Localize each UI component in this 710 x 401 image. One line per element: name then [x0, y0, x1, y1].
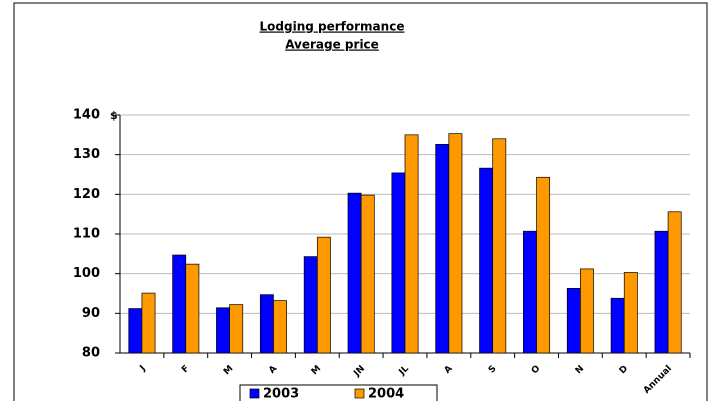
y-tick-label: 120 — [73, 187, 100, 202]
x-tick-label: S — [487, 364, 499, 376]
y-tick-label: 80 — [82, 346, 100, 361]
legend-box — [239, 384, 438, 401]
bar — [229, 304, 244, 354]
chart-title: Lodging performance — [260, 20, 405, 34]
y-axis-label: $ — [110, 109, 118, 122]
bar — [479, 167, 494, 354]
bar — [128, 308, 143, 354]
bar — [404, 134, 419, 354]
y-tick-label: 90 — [82, 306, 100, 321]
x-tick-label: J — [138, 364, 148, 374]
x-tick-label: F — [180, 364, 191, 375]
bar — [448, 133, 463, 354]
bar — [667, 211, 682, 354]
bar — [536, 176, 551, 354]
chart-subtitle: Average price — [285, 38, 379, 52]
bar — [172, 254, 187, 354]
y-tick-label: 140 — [73, 108, 100, 123]
y-tick-label: 130 — [73, 147, 100, 162]
bar — [391, 172, 406, 354]
bar — [141, 292, 156, 354]
bar — [623, 272, 638, 354]
bar — [347, 192, 362, 354]
bar — [492, 138, 507, 354]
bar — [580, 268, 594, 354]
legend-swatch — [354, 388, 365, 399]
bar — [566, 287, 581, 354]
legend-label: 2003 — [263, 387, 299, 401]
bar — [303, 256, 318, 354]
bar — [273, 300, 287, 354]
legend-label: 2004 — [368, 387, 404, 401]
bar — [259, 294, 274, 354]
bar — [360, 194, 375, 354]
y-tick-label: 110 — [73, 227, 100, 242]
bar — [216, 307, 230, 354]
legend-swatch — [249, 388, 260, 399]
bar — [316, 236, 331, 354]
bar — [610, 297, 625, 354]
bar — [523, 230, 537, 354]
bar — [654, 230, 669, 354]
bar — [185, 263, 200, 354]
bar — [435, 144, 450, 354]
y-tick-label: 100 — [73, 266, 100, 281]
